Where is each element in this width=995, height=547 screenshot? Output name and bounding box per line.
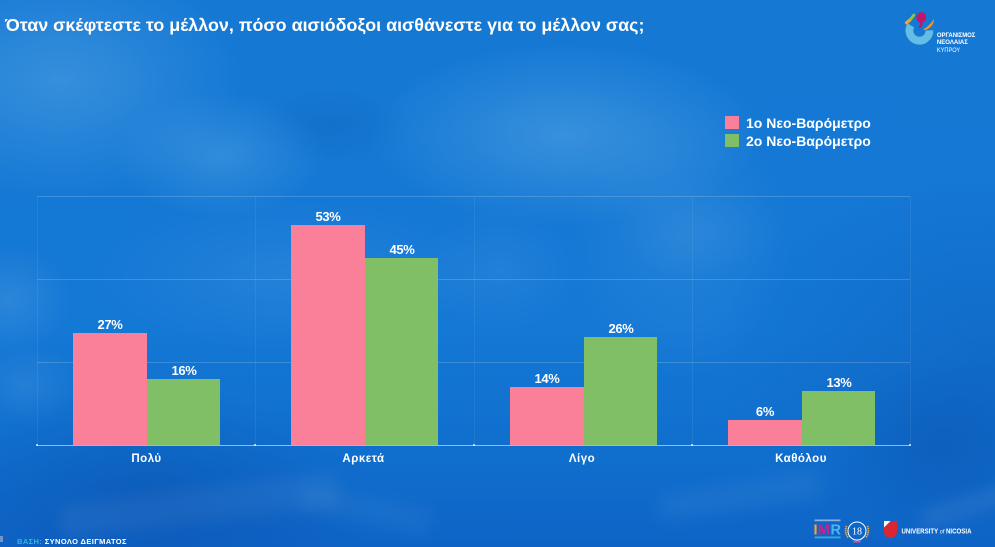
svg-text:18: 18 — [852, 527, 862, 538]
svg-text:ΝΕΟΛΑΙΑΣ: ΝΕΟΛΑΙΑΣ — [937, 39, 968, 46]
svg-text:R: R — [831, 523, 842, 539]
svg-text:I: I — [814, 523, 818, 539]
svg-text:M: M — [818, 523, 830, 539]
svg-text:UNIVERSITY of NICOSIA: UNIVERSITY of NICOSIA — [902, 527, 973, 536]
svg-text:ΟΡΓΑΝΙΣΜΟΣ: ΟΡΓΑΝΙΣΜΟΣ — [937, 32, 976, 39]
svg-text:ΚΥΠΡΟΥ: ΚΥΠΡΟΥ — [937, 47, 961, 54]
